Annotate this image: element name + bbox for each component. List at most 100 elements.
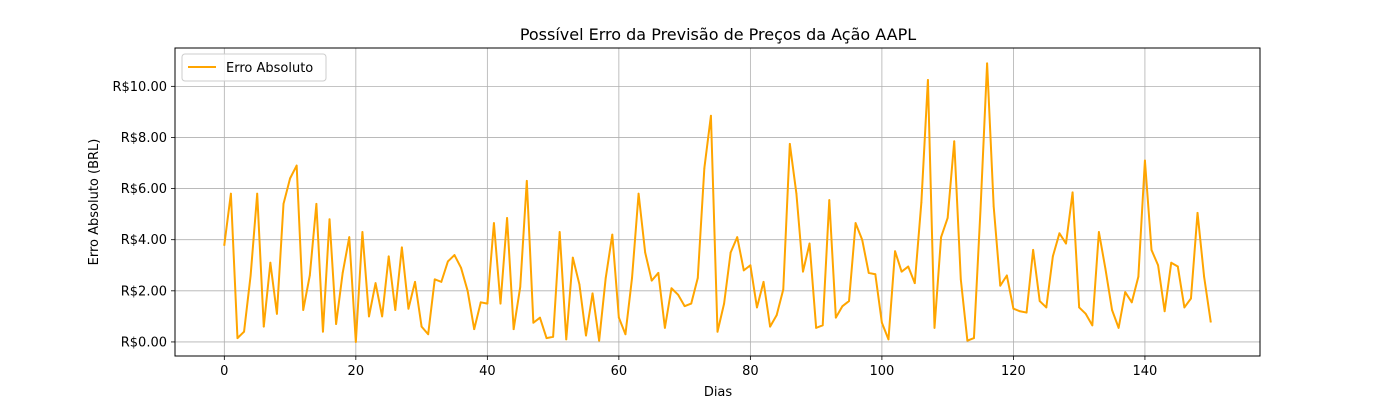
data-point [578,283,581,286]
data-point [335,323,338,325]
data-point [1032,249,1035,251]
data-point [381,315,384,318]
data-point [834,316,837,319]
data-point [828,199,831,201]
data-point [867,272,870,274]
x-tick-label: 100 [869,364,894,379]
data-point [322,330,324,333]
x-tick-label: 60 [611,364,628,379]
data-point [1111,309,1113,311]
data-point [539,316,541,319]
data-point [933,326,936,329]
data-point [650,279,653,282]
data-point [848,300,850,302]
data-point [1012,307,1015,310]
data-point [1170,261,1173,264]
data-point [460,266,462,269]
plot-frame [174,47,1261,357]
data-point [348,236,351,239]
data-point [927,79,929,81]
data-point [236,337,239,340]
data-point [631,277,633,279]
data-point [1038,300,1041,302]
data-point [1019,310,1021,313]
x-tick-label: 0 [220,364,228,379]
data-point [256,192,259,195]
data-point [479,301,482,304]
data-point [1097,231,1100,233]
data-point [716,330,719,333]
data-point [782,288,785,291]
data-point [229,192,232,195]
x-tick-label: 80 [742,364,759,379]
data-point [663,326,666,329]
data-point [1117,326,1120,329]
data-point [1150,249,1153,251]
data-point [1071,191,1074,194]
data-point [223,243,226,246]
data-point [1005,274,1008,277]
data-point [992,205,995,208]
data-point [1104,268,1107,270]
data-point [913,282,916,285]
data-point [486,302,489,305]
y-tick-label: R$0.00 [121,335,167,350]
data-point [1025,311,1028,314]
legend: Erro Absoluto [181,53,327,82]
data-point [446,260,449,263]
data-point [690,302,693,305]
data-point [657,272,660,274]
data-point [1065,242,1067,245]
data-point [611,233,614,236]
data-point [854,222,857,224]
data-point [1084,312,1087,315]
data-point [591,292,594,295]
data-point [723,302,725,305]
data-point [736,236,739,239]
data-point [440,280,443,283]
data-point [262,325,265,328]
data-point [558,231,561,233]
data-point [493,222,495,224]
data-point [900,270,903,273]
data-point [880,321,883,324]
data-point [617,316,620,319]
data-point [1051,255,1054,258]
data-point [308,274,311,277]
data-point [973,337,975,340]
data-point [696,277,699,279]
data-point [532,321,535,324]
y-tick-label: R$4.00 [121,233,167,248]
x-tick-label: 20 [348,364,365,379]
data-point [499,302,502,305]
data-point [552,335,555,338]
data-point [802,270,804,273]
data-point [361,231,364,233]
data-point [420,325,423,328]
data-point [874,273,877,276]
legend-box [181,53,327,82]
data-point [1091,324,1094,327]
data-point [959,278,962,281]
data-point [604,277,607,279]
data-point [525,180,528,182]
data-point [506,217,508,219]
data-point [374,282,377,285]
data-point [677,293,679,296]
data-point [585,334,587,337]
data-point [710,114,712,117]
data-point [466,289,469,292]
data-point [966,339,969,342]
data-point [433,278,436,281]
y-axis-label: Erro Absoluto (BRL) [87,139,102,266]
data-point [249,274,252,277]
y-tick-label: R$6.00 [121,182,167,197]
y-axis: R$0.00 R$2.00 R$4.00 R$6.00 R$8.00 R$10.00 [112,80,175,350]
data-point [354,341,357,343]
x-axis: 0 20 40 60 80 100 120 140 [220,356,1157,379]
data-point [808,242,811,245]
y-tick-label: R$8.00 [121,131,167,146]
data-point [742,269,745,272]
data-point [302,309,305,311]
